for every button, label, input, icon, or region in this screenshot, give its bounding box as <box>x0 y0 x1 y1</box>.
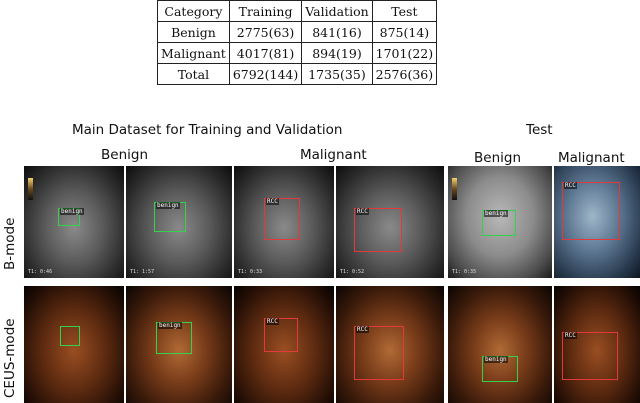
table-row: Total 6792(144) 1735(35) 2576(36) <box>157 63 438 85</box>
bmode-test-malignant-image: RCC <box>554 166 640 278</box>
timestamp: T1: 0:46 <box>28 269 53 275</box>
bmode-benign-image-1: benign T1: 0:46 <box>24 166 124 278</box>
header-test: Test <box>371 0 438 22</box>
malignant-bounding-box <box>562 332 618 380</box>
table-cell: 894(19) <box>301 42 373 64</box>
box-label: RCC <box>564 182 577 189</box>
header-training: Training <box>228 0 303 22</box>
timestamp: T1: 0:35 <box>452 269 477 275</box>
box-label: benign <box>484 210 508 217</box>
ceus-benign-image-2: benign <box>126 286 232 403</box>
malignant-bounding-box <box>264 318 298 352</box>
bmode-benign-image-2: benign T1: 1:57 <box>126 166 232 278</box>
main-dataset-caption: Main Dataset for Training and Validation <box>72 122 343 138</box>
box-label: RCC <box>564 332 577 339</box>
timestamp: T1: 1:57 <box>130 269 155 275</box>
table-cell: 1701(22) <box>371 42 438 64</box>
table-cell: 2775(63) <box>228 21 303 43</box>
table-cell: 1735(35) <box>301 63 373 85</box>
table-cell: 6792(144) <box>228 63 303 85</box>
malignant-bounding-box <box>354 208 402 252</box>
header-validation: Validation <box>301 0 373 22</box>
box-label: benign <box>158 322 182 329</box>
ceus-test-benign-image: benign <box>448 286 552 403</box>
row-bmode-label: B-mode <box>2 217 18 270</box>
row-ceus-label: CEUS-mode <box>2 318 18 398</box>
timestamp: T1: 0:52 <box>340 269 365 275</box>
table-row: Malignant 4017(81) 894(19) 1701(22) <box>157 42 438 64</box>
test-benign-caption: Benign <box>474 150 521 166</box>
box-label: benign <box>484 356 508 363</box>
box-label: RCC <box>266 198 279 205</box>
test-caption: Test <box>526 122 553 138</box>
test-malignant-caption: Malignant <box>558 150 625 166</box>
header-category: Category <box>157 0 230 22</box>
ceus-malignant-image-1: RCC <box>234 286 334 403</box>
table-header-row: Category Training Validation Test <box>157 0 438 22</box>
table-row: Benign 2775(63) 841(16) 875(14) <box>157 21 438 43</box>
dataset-table: Category Training Validation Test Benign… <box>157 0 438 85</box>
malignant-bounding-box <box>354 326 404 380</box>
panel-separator <box>445 166 448 403</box>
bmode-malignant-image-1: RCC T1: 0:33 <box>234 166 334 278</box>
table-cell: 4017(81) <box>228 42 303 64</box>
ceus-malignant-image-2: RCC <box>336 286 444 403</box>
table-cell: Malignant <box>157 42 230 64</box>
table-cell: 875(14) <box>371 21 438 43</box>
timestamp: T1: 0:33 <box>238 269 263 275</box>
malignant-bounding-box <box>562 182 620 240</box>
ceus-benign-image-1 <box>24 286 124 403</box>
bmode-test-benign-image: benign T1: 0:35 <box>448 166 552 278</box>
bmode-malignant-image-2: RCC T1: 0:52 <box>336 166 444 278</box>
malignant-bounding-box <box>264 198 300 240</box>
table-cell: 841(16) <box>301 21 373 43</box>
benign-bounding-box <box>60 326 80 346</box>
box-label: RCC <box>356 326 369 333</box>
box-label: RCC <box>356 208 369 215</box>
box-label: benign <box>60 208 84 215</box>
box-label: RCC <box>266 318 279 325</box>
ceus-test-malignant-image: RCC <box>554 286 640 403</box>
main-benign-caption: Benign <box>101 147 148 163</box>
table-cell: Benign <box>157 21 230 43</box>
table-cell: Total <box>157 63 230 85</box>
main-malignant-caption: Malignant <box>300 147 367 163</box>
box-label: benign <box>156 202 180 209</box>
table-cell: 2576(36) <box>371 63 438 85</box>
